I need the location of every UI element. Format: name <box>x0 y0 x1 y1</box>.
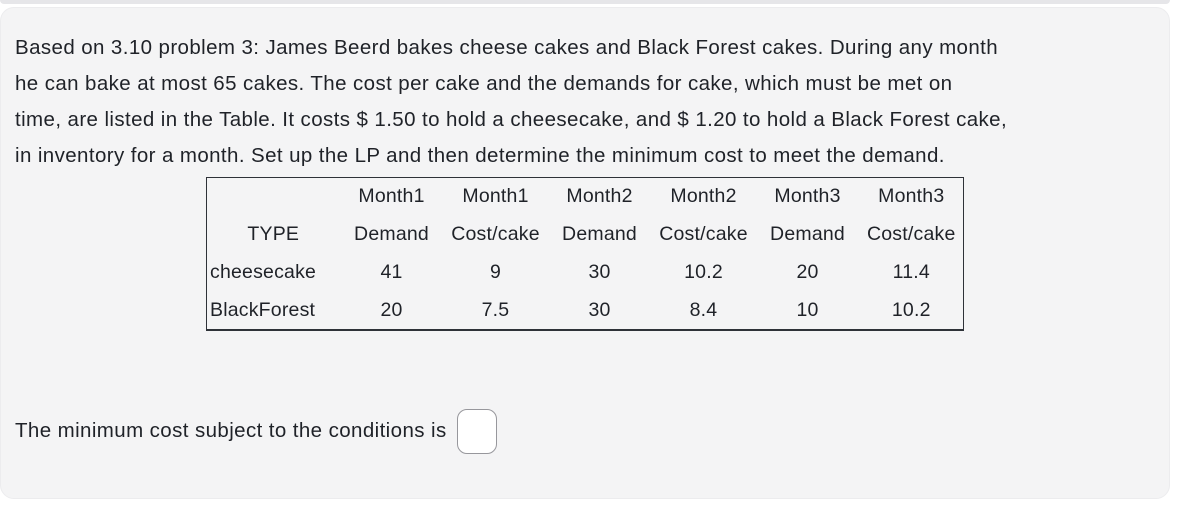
table-row-blackforest: BlackForest 20 7.5 30 8.4 10 10.2 <box>207 292 964 330</box>
problem-statement: Based on 3.10 problem 3: James Beerd bak… <box>15 30 1007 174</box>
cost-demand-table: Month1 Month1 Month2 Month2 Month3 Month… <box>206 177 964 331</box>
header-month-cell: Month3 <box>774 185 841 208</box>
header-label-cell: Cost/cake <box>451 223 540 245</box>
row-type-cell: cheesecake <box>210 261 317 283</box>
value-cell: 8.4 <box>689 298 718 321</box>
value-cell: 20 <box>380 298 403 321</box>
value-cell: 30 <box>588 261 611 283</box>
answer-row: The minimum cost subject to the conditio… <box>15 407 497 455</box>
answer-prompt: The minimum cost subject to the conditio… <box>15 419 447 442</box>
value-cell: 9 <box>489 261 502 283</box>
value-cell: 30 <box>588 298 611 321</box>
answer-input[interactable] <box>456 408 497 454</box>
value-cell: 10.2 <box>684 261 723 283</box>
header-label-cell: Cost/cake <box>659 223 748 245</box>
header-label-cell: Demand <box>562 223 637 245</box>
header-empty-cell <box>207 178 340 216</box>
header-month-cell: Month1 <box>358 185 425 208</box>
problem-line: Based on 3.10 problem 3: James Beerd bak… <box>15 36 999 59</box>
header-type-cell: TYPE <box>247 223 300 245</box>
header-month-cell: Month3 <box>878 185 945 208</box>
value-cell: 11.4 <box>892 261 930 283</box>
problem-line: he can bake at most 65 cakes. The cost p… <box>15 72 953 95</box>
header-label-cell: Demand <box>354 223 429 245</box>
header-month-cell: Month2 <box>566 185 633 208</box>
question-card: Based on 3.10 problem 3: James Beerd bak… <box>0 7 1170 499</box>
header-label-cell: Demand <box>770 223 845 245</box>
value-cell: 20 <box>796 261 819 283</box>
value-cell: 10 <box>796 298 819 321</box>
table-header-label-row: TYPE Demand Cost/cake Demand Cost/cake D… <box>207 216 964 254</box>
header-label-cell: Cost/cake <box>866 223 956 245</box>
value-cell: 41 <box>380 261 403 283</box>
problem-line: in inventory for a month. Set up the LP … <box>15 144 945 167</box>
row-type-cell: BlackForest <box>210 298 316 321</box>
table-row-cheesecake: cheesecake 41 9 30 10.2 20 11.4 <box>207 254 964 292</box>
top-divider <box>0 0 1170 4</box>
header-month-cell: Month2 <box>670 185 737 208</box>
problem-line: time, are listed in the Table. It costs … <box>15 108 1008 131</box>
table-header-month-row: Month1 Month1 Month2 Month2 Month3 Month… <box>207 178 964 216</box>
value-cell: 7.5 <box>481 298 510 321</box>
value-cell: 10.2 <box>891 298 931 321</box>
header-month-cell: Month1 <box>462 185 529 208</box>
